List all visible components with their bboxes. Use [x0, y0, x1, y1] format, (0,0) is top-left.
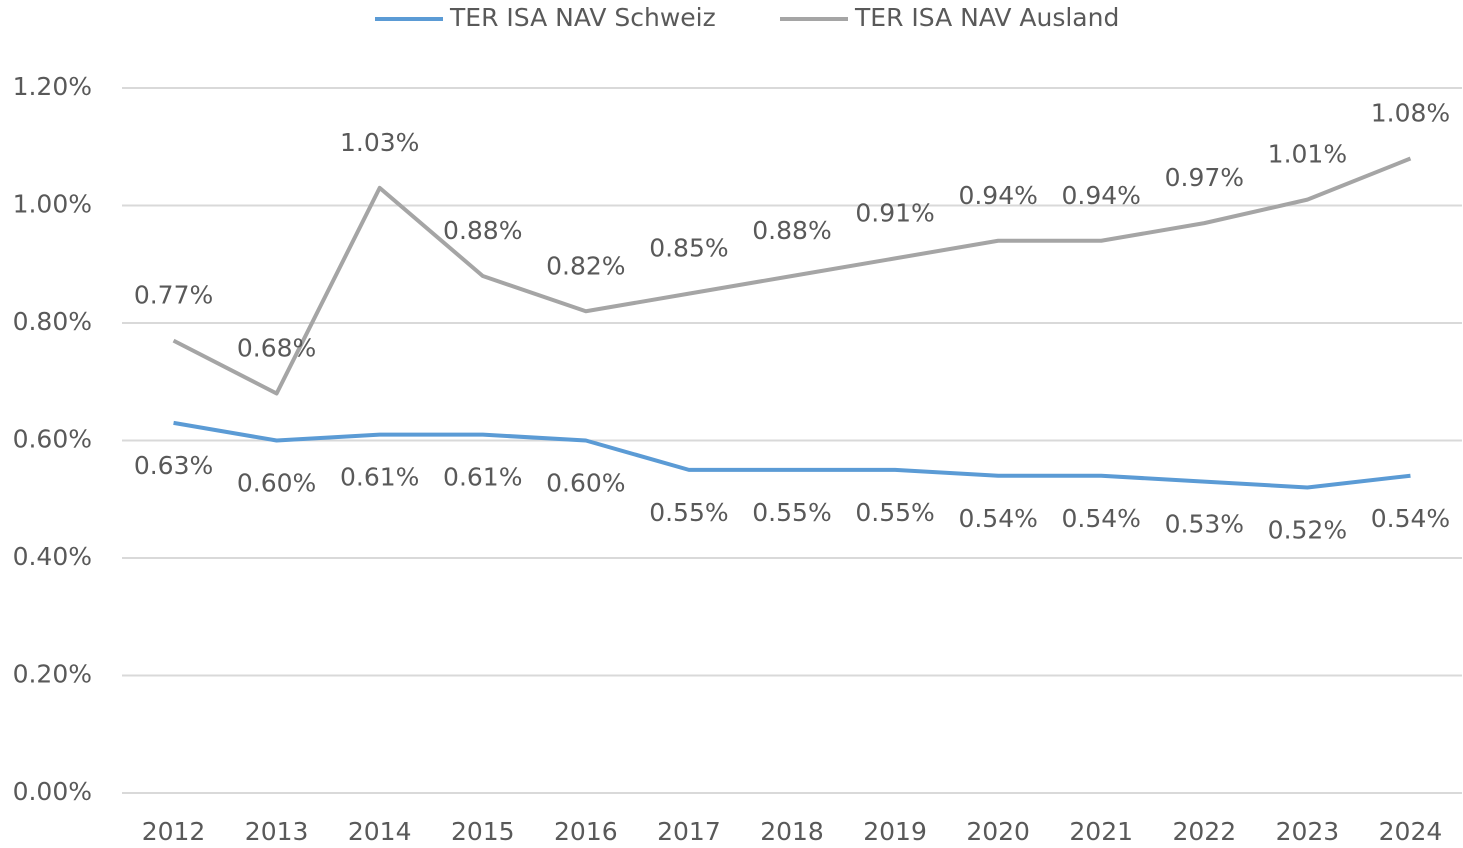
data-label: 1.08% [1371, 99, 1450, 128]
data-label: 0.60% [546, 469, 625, 498]
x-tick-label: 2017 [657, 817, 721, 846]
data-label: 0.91% [855, 198, 934, 227]
data-label: 0.53% [1165, 510, 1244, 539]
data-label: 0.82% [546, 251, 625, 280]
x-tick-label: 2021 [1069, 817, 1133, 846]
y-tick-label: 0.00% [13, 777, 92, 806]
x-tick-label: 2019 [863, 817, 927, 846]
x-tick-label: 2015 [451, 817, 515, 846]
data-label: 0.88% [443, 216, 522, 245]
data-label: 1.01% [1268, 140, 1347, 169]
y-tick-label: 0.20% [13, 660, 92, 689]
x-tick-label: 2014 [348, 817, 412, 846]
data-label: 0.54% [958, 504, 1037, 533]
data-label: 0.61% [443, 463, 522, 492]
data-label: 0.52% [1268, 516, 1347, 545]
legend-label: TER ISA NAV Ausland [854, 3, 1119, 32]
x-tick-label: 2020 [966, 817, 1030, 846]
data-label: 1.03% [340, 128, 419, 157]
data-label: 0.85% [649, 234, 728, 263]
x-tick-label: 2024 [1379, 817, 1443, 846]
data-label: 0.97% [1165, 163, 1244, 192]
y-tick-label: 0.80% [13, 307, 92, 336]
x-tick-label: 2012 [142, 817, 206, 846]
series-line [172, 156, 1412, 396]
data-label: 0.54% [1062, 504, 1141, 533]
data-label: 0.54% [1371, 504, 1450, 533]
x-tick-label: 2016 [554, 817, 618, 846]
x-tick-label: 2022 [1172, 817, 1236, 846]
x-tick-label: 2013 [245, 817, 309, 846]
data-label: 0.61% [340, 463, 419, 492]
x-tick-label: 2018 [760, 817, 824, 846]
data-label: 0.68% [237, 334, 316, 363]
data-label: 0.55% [649, 498, 728, 527]
y-tick-label: 1.20% [13, 72, 92, 101]
y-tick-label: 0.60% [13, 425, 92, 454]
y-tick-label: 0.40% [13, 542, 92, 571]
legend-label: TER ISA NAV Schweiz [449, 3, 716, 32]
data-label: 0.94% [1062, 181, 1141, 210]
data-label: 0.77% [134, 281, 213, 310]
series-line [173, 420, 1411, 490]
data-label: 0.63% [134, 451, 213, 480]
data-label: 0.88% [752, 216, 831, 245]
data-label: 0.55% [752, 498, 831, 527]
data-label: 0.55% [855, 498, 934, 527]
data-label: 0.94% [958, 181, 1037, 210]
y-tick-label: 1.00% [13, 190, 92, 219]
x-tick-label: 2023 [1276, 817, 1340, 846]
data-label: 0.60% [237, 469, 316, 498]
